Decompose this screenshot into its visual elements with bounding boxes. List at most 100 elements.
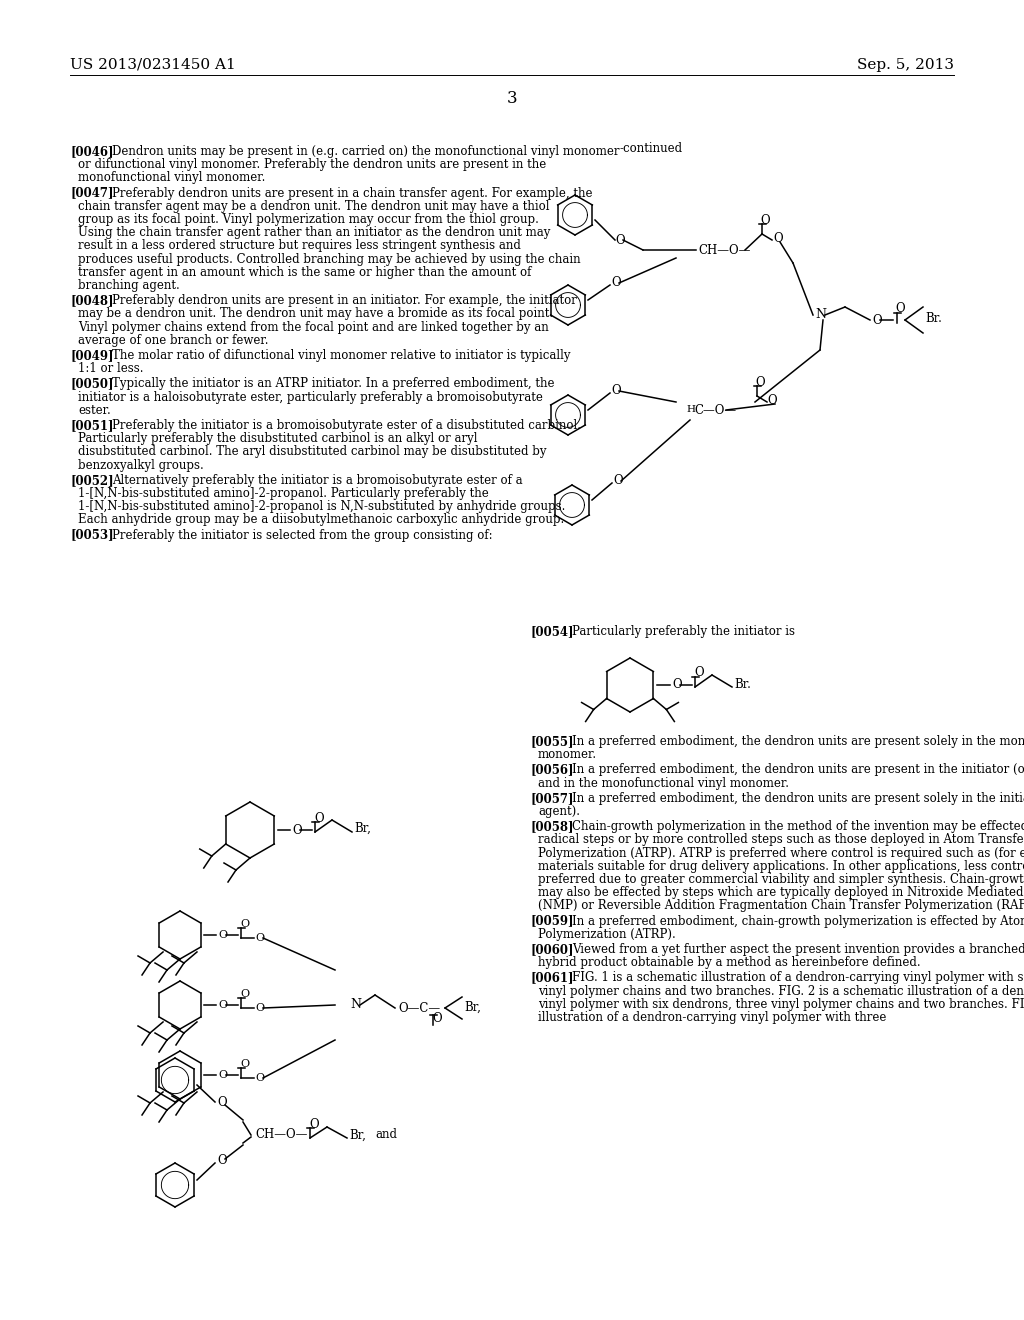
Text: O: O: [767, 393, 776, 407]
Text: preferred due to greater commercial viability and simpler synthesis. Chain-growt: preferred due to greater commercial viab…: [538, 873, 1024, 886]
Text: [0046]: [0046]: [70, 145, 114, 158]
Text: or difunctional vinyl monomer. Preferably the dendron units are present in the: or difunctional vinyl monomer. Preferabl…: [78, 158, 546, 172]
Text: Typically the initiator is an ATRP initiator. In a preferred embodiment, the: Typically the initiator is an ATRP initi…: [112, 378, 555, 391]
Text: O: O: [672, 678, 682, 692]
Text: agent).: agent).: [538, 805, 580, 818]
Text: O: O: [694, 667, 703, 680]
Text: FIG. 1 is a schematic illustration of a dendron-carrying vinyl polymer with seve: FIG. 1 is a schematic illustration of a …: [572, 972, 1024, 985]
Text: 1:1 or less.: 1:1 or less.: [78, 362, 143, 375]
Text: O: O: [240, 1059, 249, 1069]
Text: O: O: [217, 1097, 226, 1110]
Text: monofunctional vinyl monomer.: monofunctional vinyl monomer.: [78, 172, 265, 185]
Text: Particularly preferably the initiator is: Particularly preferably the initiator is: [572, 624, 795, 638]
Text: vinyl polymer with six dendrons, three vinyl polymer chains and two branches. FI: vinyl polymer with six dendrons, three v…: [538, 998, 1024, 1011]
Text: O: O: [314, 812, 324, 825]
Text: [0050]: [0050]: [70, 378, 114, 391]
Text: -continued: -continued: [620, 141, 683, 154]
Text: [0051]: [0051]: [70, 418, 114, 432]
Text: initiator is a haloisobutyrate ester, particularly preferably a bromoisobutyrate: initiator is a haloisobutyrate ester, pa…: [78, 391, 543, 404]
Text: group as its focal point. Vinyl polymerization may occur from the thiol group.: group as its focal point. Vinyl polymeri…: [78, 213, 539, 226]
Text: Dendron units may be present in (e.g. carried on) the monofunctional vinyl monom: Dendron units may be present in (e.g. ca…: [112, 145, 620, 158]
Text: O: O: [240, 919, 249, 929]
Text: [0049]: [0049]: [70, 348, 114, 362]
Text: [0058]: [0058]: [530, 820, 573, 833]
Text: vinyl polymer chains and two branches. FIG. 2 is a schematic illustration of a d: vinyl polymer chains and two branches. F…: [538, 985, 1024, 998]
Text: may also be effected by steps which are typically deployed in Nitroxide Mediated: may also be effected by steps which are …: [538, 886, 1024, 899]
Text: 1-[N,N-bis-substituted amino]-2-propanol. Particularly preferably the: 1-[N,N-bis-substituted amino]-2-propanol…: [78, 487, 488, 500]
Text: Polymerization (ATRP). ATRP is preferred where control is required such as (for : Polymerization (ATRP). ATRP is preferred…: [538, 846, 1024, 859]
Text: In a preferred embodiment, chain-growth polymerization is effected by Atom Trans: In a preferred embodiment, chain-growth …: [572, 915, 1024, 928]
Text: US 2013/0231450 A1: US 2013/0231450 A1: [70, 58, 236, 73]
Text: [0057]: [0057]: [530, 792, 573, 805]
Text: CH—O—: CH—O—: [255, 1129, 307, 1142]
Text: O: O: [611, 276, 621, 289]
Text: O: O: [755, 375, 765, 388]
Text: O: O: [255, 1003, 264, 1012]
Text: O: O: [432, 1012, 441, 1026]
Text: O: O: [218, 931, 227, 940]
Text: average of one branch or fewer.: average of one branch or fewer.: [78, 334, 268, 347]
Text: (NMP) or Reversible Addition Fragmentation Chain Transfer Polymerization (RAFT).: (NMP) or Reversible Addition Fragmentati…: [538, 899, 1024, 912]
Text: and in the monofunctional vinyl monomer.: and in the monofunctional vinyl monomer.: [538, 776, 790, 789]
Text: O: O: [613, 474, 623, 487]
Text: [0052]: [0052]: [70, 474, 114, 487]
Text: Br,: Br,: [349, 1129, 366, 1142]
Text: benzoxyalkyl groups.: benzoxyalkyl groups.: [78, 458, 204, 471]
Text: produces useful products. Controlled branching may be achieved by using the chai: produces useful products. Controlled bra…: [78, 252, 581, 265]
Text: Preferably the initiator is selected from the group consisting of:: Preferably the initiator is selected fro…: [112, 528, 493, 541]
Text: Preferably the initiator is a bromoisobutyrate ester of a disubstituted carbinol: Preferably the initiator is a bromoisobu…: [112, 418, 581, 432]
Text: [0053]: [0053]: [70, 528, 114, 541]
Text: O: O: [217, 1155, 226, 1167]
Text: Br,: Br,: [464, 1001, 481, 1014]
Text: illustration of a dendron-carrying vinyl polymer with three: illustration of a dendron-carrying vinyl…: [538, 1011, 887, 1024]
Text: The molar ratio of difunctional vinyl monomer relative to initiator is typically: The molar ratio of difunctional vinyl mo…: [112, 348, 570, 362]
Text: [0048]: [0048]: [70, 294, 114, 308]
Text: [0059]: [0059]: [530, 915, 573, 928]
Text: O: O: [255, 1073, 264, 1082]
Text: [0054]: [0054]: [530, 624, 573, 638]
Text: chain transfer agent may be a dendron unit. The dendron unit may have a thiol: chain transfer agent may be a dendron un…: [78, 199, 550, 213]
Text: O: O: [760, 214, 770, 227]
Text: In a preferred embodiment, the dendron units are present in the initiator (or ch: In a preferred embodiment, the dendron u…: [572, 763, 1024, 776]
Text: N: N: [350, 998, 361, 1011]
Text: may be a dendron unit. The dendron unit may have a bromide as its focal point.: may be a dendron unit. The dendron unit …: [78, 308, 553, 321]
Text: branching agent.: branching agent.: [78, 279, 180, 292]
Text: N: N: [815, 309, 826, 322]
Text: Using the chain transfer agent rather than an initiator as the dendron unit may: Using the chain transfer agent rather th…: [78, 226, 550, 239]
Text: [0047]: [0047]: [70, 186, 114, 199]
Text: O: O: [872, 314, 882, 326]
Text: monomer.: monomer.: [538, 748, 597, 762]
Text: Alternatively preferably the initiator is a bromoisobutyrate ester of a: Alternatively preferably the initiator i…: [112, 474, 522, 487]
Text: and: and: [375, 1129, 397, 1142]
Text: C—O—: C—O—: [694, 404, 736, 417]
Text: transfer agent in an amount which is the same or higher than the amount of: transfer agent in an amount which is the…: [78, 265, 531, 279]
Text: O: O: [309, 1118, 318, 1130]
Text: O: O: [611, 384, 621, 397]
Text: In a preferred embodiment, the dendron units are present solely in the initiator: In a preferred embodiment, the dendron u…: [572, 792, 1024, 805]
Text: [0056]: [0056]: [530, 763, 573, 776]
Text: O: O: [218, 1001, 227, 1010]
Text: Preferably dendron units are present in an initiator. For example, the initiator: Preferably dendron units are present in …: [112, 294, 577, 308]
Text: radical steps or by more controlled steps such as those deployed in Atom Transfe: radical steps or by more controlled step…: [538, 833, 1024, 846]
Text: [0060]: [0060]: [530, 942, 573, 956]
Text: O: O: [255, 933, 264, 942]
Text: Polymerization (ATRP).: Polymerization (ATRP).: [538, 928, 676, 941]
Text: Viewed from a yet further aspect the present invention provides a branched vinyl: Viewed from a yet further aspect the pre…: [572, 942, 1024, 956]
Text: Vinyl polymer chains extend from the focal point and are linked together by an: Vinyl polymer chains extend from the foc…: [78, 321, 549, 334]
Text: H: H: [686, 405, 695, 414]
Text: O: O: [615, 234, 625, 247]
Text: [0055]: [0055]: [530, 735, 573, 748]
Text: O: O: [218, 1071, 227, 1080]
Text: hybrid product obtainable by a method as hereinbefore defined.: hybrid product obtainable by a method as…: [538, 956, 921, 969]
Text: O—C—: O—C—: [398, 1002, 440, 1015]
Text: O: O: [773, 231, 782, 244]
Text: 3: 3: [507, 90, 517, 107]
Text: Br.: Br.: [734, 678, 751, 692]
Text: disubstituted carbinol. The aryl disubstituted carbinol may be disubstituted by: disubstituted carbinol. The aryl disubst…: [78, 445, 547, 458]
Text: Br,: Br,: [354, 821, 371, 834]
Text: 1-[N,N-bis-substituted amino]-2-propanol is N,N-substituted by anhydride groups.: 1-[N,N-bis-substituted amino]-2-propanol…: [78, 500, 565, 513]
Text: Preferably dendron units are present in a chain transfer agent. For example, the: Preferably dendron units are present in …: [112, 186, 593, 199]
Text: In a preferred embodiment, the dendron units are present solely in the monofunct: In a preferred embodiment, the dendron u…: [572, 735, 1024, 748]
Text: materials suitable for drug delivery applications. In other applications, less c: materials suitable for drug delivery app…: [538, 859, 1024, 873]
Text: O: O: [292, 824, 302, 837]
